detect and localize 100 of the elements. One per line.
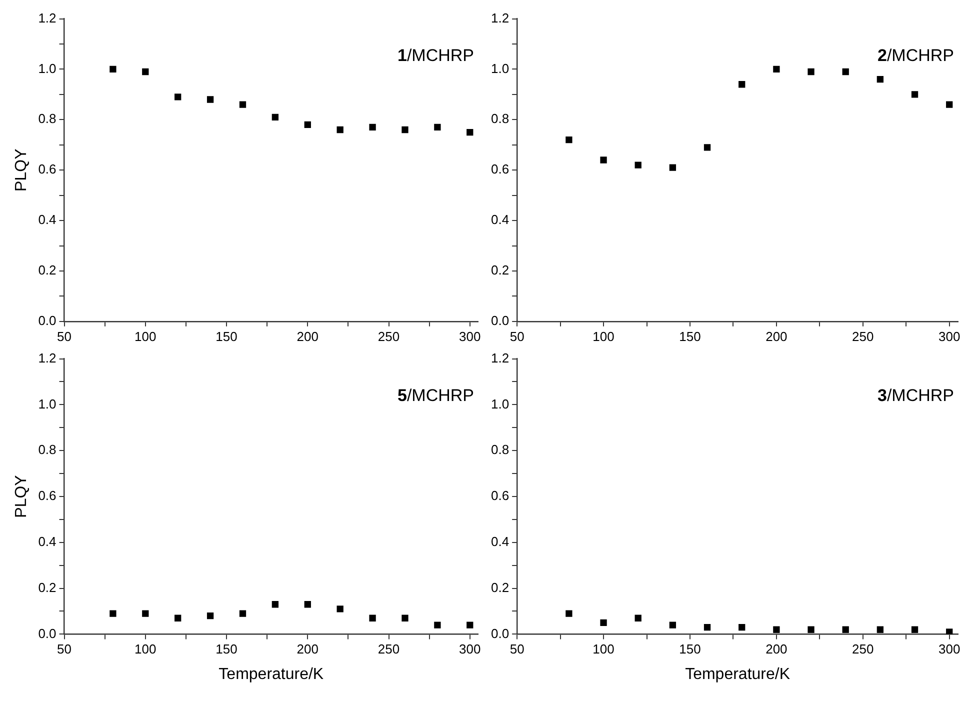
- point: [272, 114, 279, 120]
- y-tick-label: 0.0: [38, 312, 56, 328]
- point: [174, 614, 182, 622]
- point: [336, 606, 344, 612]
- x-tick-label: 300: [938, 328, 960, 344]
- y-tick-label: 1.0: [490, 396, 510, 412]
- y-tick-label: 1.2: [38, 10, 56, 26]
- x-tick-label: 200: [296, 328, 318, 344]
- point: [142, 68, 149, 76]
- y-tick-label: 0.2: [490, 262, 510, 278]
- point: [808, 626, 814, 633]
- y-tick-label: 0.2: [38, 580, 56, 595]
- annotation: 5/MCHRP: [397, 386, 474, 405]
- x-tick-label: 300: [459, 328, 481, 344]
- y-tick-label: 0.2: [490, 580, 510, 595]
- point: [402, 614, 408, 622]
- point: [669, 164, 676, 171]
- point: [773, 626, 780, 633]
- point: [738, 624, 746, 631]
- y-tick-label: 1.0: [38, 60, 56, 76]
- x-tick-label: 50: [57, 642, 72, 657]
- point: [600, 619, 607, 626]
- x-tick-label: 250: [852, 328, 874, 344]
- point: [600, 156, 607, 164]
- point: [110, 66, 116, 73]
- point: [110, 610, 116, 617]
- point: [239, 610, 246, 617]
- y-tick-label: 0.8: [38, 111, 56, 126]
- point: [566, 136, 572, 144]
- x-tick-label: 100: [592, 642, 614, 657]
- point: [669, 622, 676, 628]
- y-tick-label: 0.4: [490, 212, 510, 228]
- x-tick-label: 150: [216, 328, 238, 344]
- y-tick-label: 0.4: [490, 534, 510, 549]
- x-tick-label: 200: [296, 642, 318, 657]
- point: [738, 81, 746, 88]
- point: [336, 126, 344, 134]
- point: [304, 601, 311, 608]
- y-tick-label: 0.6: [490, 488, 510, 504]
- y-tick-label: 1.0: [38, 396, 56, 412]
- x-tick-label: 250: [852, 642, 874, 657]
- annotation: 2/MCHRP: [877, 46, 954, 65]
- y-tick-label: 0.4: [38, 212, 56, 228]
- x-tick-label: 150: [679, 642, 701, 657]
- point: [466, 128, 474, 136]
- x-tick-label: 50: [57, 328, 72, 344]
- point: [142, 610, 149, 617]
- x-tick-label: 100: [592, 328, 614, 344]
- y-tick-label: 0.0: [490, 312, 510, 328]
- x-tick-label: 200: [766, 328, 788, 344]
- x-tick-label: 250: [378, 328, 400, 344]
- x-tick-label: 150: [679, 328, 701, 344]
- point: [773, 66, 780, 73]
- point: [434, 124, 441, 131]
- x-tick-label: 300: [938, 642, 960, 657]
- x-tick-label: 50: [510, 642, 524, 657]
- point: [946, 101, 953, 108]
- y-tick-label: 0.6: [38, 162, 56, 177]
- y-tick-label: 0.8: [38, 442, 56, 458]
- y-tick-label: 0.6: [490, 162, 510, 177]
- y-tick-label: 0.6: [38, 488, 56, 504]
- x-tick-label: 300: [459, 642, 481, 657]
- point: [876, 76, 884, 83]
- y-tick-label: 1.2: [490, 350, 510, 366]
- point: [304, 121, 311, 128]
- point: [911, 91, 918, 98]
- point: [842, 68, 849, 76]
- y-tick-label: 0.4: [38, 534, 56, 549]
- y-tick-label: 1.2: [38, 350, 56, 366]
- x-tick-label: 150: [216, 642, 238, 657]
- point: [402, 126, 408, 134]
- y-tick-label: 0.2: [38, 262, 56, 278]
- x-tick-label: 100: [134, 328, 156, 344]
- point: [272, 601, 279, 608]
- point: [206, 612, 214, 620]
- point: [704, 624, 711, 631]
- point: [369, 124, 376, 131]
- x-axis-title: Temperature/K: [218, 666, 324, 683]
- annotation: 1/MCHRP: [397, 46, 474, 65]
- y-tick-label: 0.8: [490, 442, 510, 458]
- y-axis-title: PLQY: [13, 148, 30, 192]
- point: [434, 622, 441, 628]
- x-tick-label: 50: [510, 328, 524, 344]
- y-axis-title: PLQY: [13, 474, 30, 518]
- x-tick-label: 100: [134, 642, 156, 657]
- point: [566, 610, 572, 617]
- point: [704, 144, 711, 151]
- point: [206, 96, 214, 103]
- y-tick-label: 1.0: [490, 60, 510, 76]
- x-tick-label: 250: [378, 642, 400, 657]
- point: [239, 101, 246, 108]
- x-axis-title: Temperature/K: [685, 666, 790, 683]
- point: [634, 162, 642, 168]
- point: [876, 626, 884, 633]
- x-tick-label: 200: [766, 642, 788, 657]
- annotation: 3/MCHRP: [877, 386, 954, 405]
- point: [466, 622, 474, 628]
- y-tick-label: 0.0: [38, 626, 56, 641]
- point: [946, 628, 953, 634]
- point: [174, 94, 182, 100]
